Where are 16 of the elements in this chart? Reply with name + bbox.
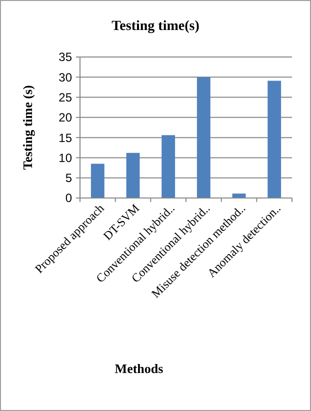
y-axis-title: Testing time (s) xyxy=(20,85,35,170)
bar xyxy=(268,80,282,198)
bar xyxy=(162,135,176,198)
x-axis-title: Methods xyxy=(114,361,164,376)
bar xyxy=(126,152,140,198)
y-tick-label: 0 xyxy=(65,191,72,206)
chart-title: Testing time(s) xyxy=(112,19,200,34)
y-tick-label: 35 xyxy=(58,50,72,64)
y-tick-label: 25 xyxy=(58,90,72,104)
y-tick-label: 20 xyxy=(58,110,72,125)
y-tick-label: 15 xyxy=(58,130,72,145)
y-tick-label: 10 xyxy=(58,150,72,165)
y-tick-label: 5 xyxy=(65,171,72,186)
bar xyxy=(90,164,104,198)
bar xyxy=(196,77,210,198)
y-tick-label: 30 xyxy=(58,70,72,84)
